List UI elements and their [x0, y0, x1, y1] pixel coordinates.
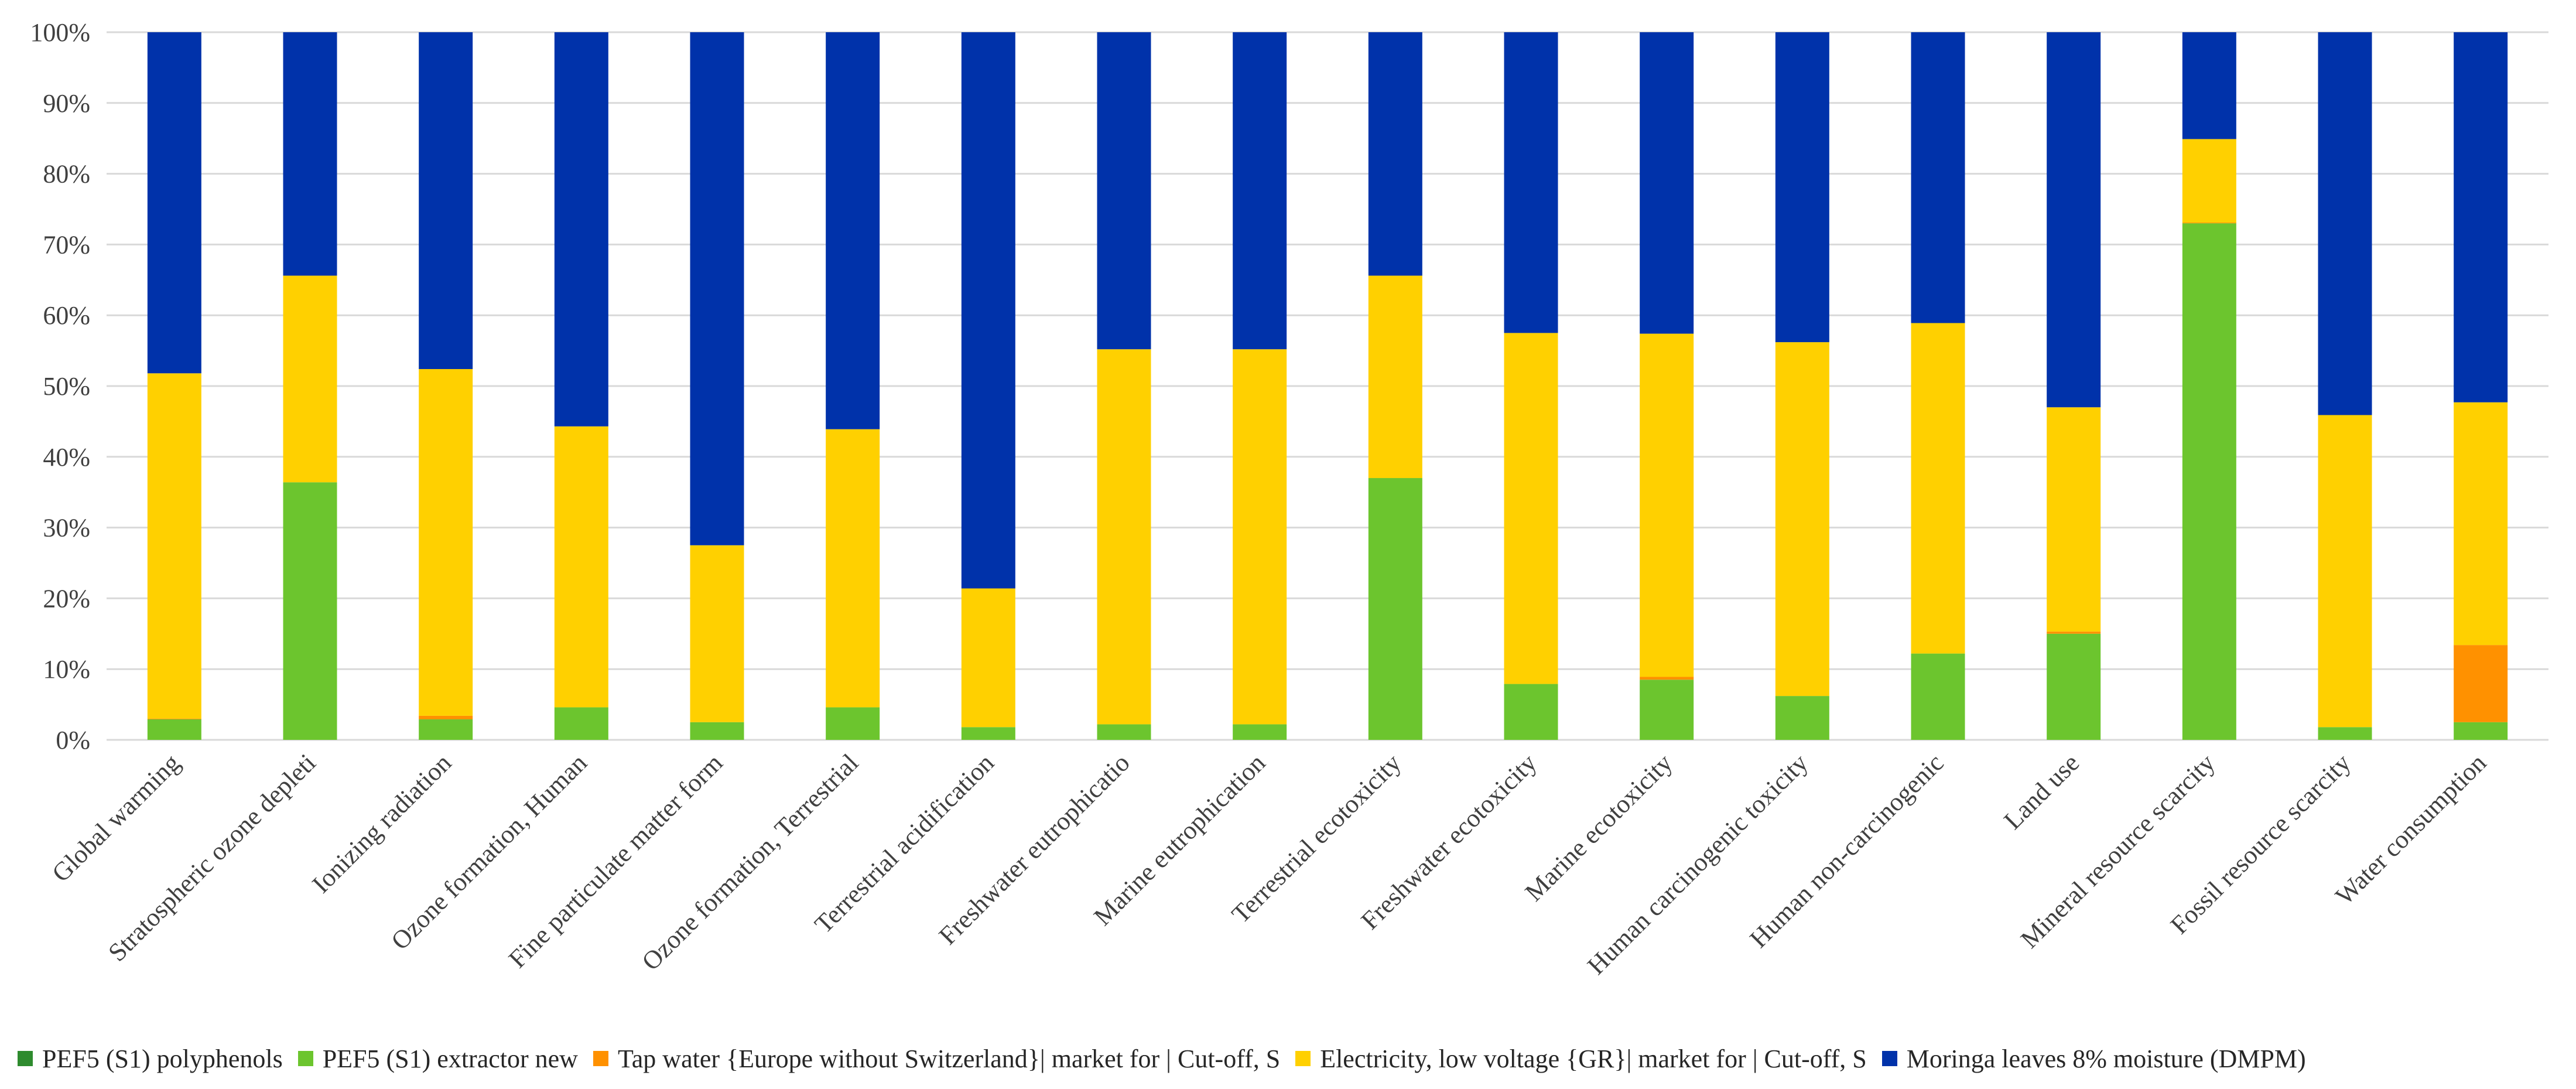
- bar-segment: [961, 727, 1015, 740]
- legend-label: Tap water {Europe without Switzerland}| …: [617, 1044, 1281, 1073]
- bar-segment: [1911, 653, 1965, 740]
- x-tick-label: Human carcinogenic toxicity: [1582, 748, 1814, 980]
- bar-segment: [826, 32, 880, 429]
- bar-segment: [1911, 323, 1965, 654]
- x-tick-label: Global warming: [46, 748, 186, 887]
- bar-segment: [1775, 32, 1829, 343]
- legend-item: Tap water {Europe without Switzerland}| …: [593, 1044, 1280, 1074]
- legend-item: Electricity, low voltage {GR}| market fo…: [1295, 1044, 1867, 1074]
- bar-segment: [1097, 349, 1151, 725]
- bar-segment: [1097, 32, 1151, 350]
- bar-segment: [419, 715, 473, 719]
- bar-segment: [2318, 727, 2372, 740]
- bar-segment: [690, 545, 744, 722]
- grid-lines: [107, 31, 2548, 741]
- legend-label: Electricity, low voltage {GR}| market fo…: [1320, 1044, 1867, 1073]
- bar-segment: [1775, 696, 1829, 740]
- bar-segment: [826, 429, 880, 708]
- bar-stacks: [147, 32, 2508, 740]
- y-tick-label: 10%: [43, 655, 90, 684]
- bar-segment: [419, 719, 473, 740]
- bar-segment: [283, 275, 337, 483]
- x-tick-label: Ionizing radiation: [307, 748, 457, 899]
- legend-item: PEF5 (S1) extractor new: [297, 1044, 578, 1074]
- bar-segment: [147, 32, 201, 374]
- bar-segment: [961, 588, 1015, 728]
- bar-segment: [419, 32, 473, 370]
- legend-label: PEF5 (S1) extractor new: [322, 1044, 578, 1073]
- x-tick-label: Land use: [1998, 748, 2085, 835]
- legend: PEF5 (S1) polyphenols PEF5 (S1) extractor…: [18, 1038, 2571, 1079]
- legend-item: Moringa leaves 8% moisture (DMPM): [1881, 1044, 2306, 1074]
- bar-segment: [554, 32, 608, 426]
- legend-swatch: [593, 1051, 608, 1066]
- bar-segment: [2182, 32, 2236, 139]
- bar-segment: [554, 707, 608, 740]
- bar-segment: [2182, 139, 2236, 223]
- bar-segment: [2318, 32, 2372, 415]
- y-tick-label: 20%: [43, 584, 90, 613]
- bar-segment: [690, 32, 744, 545]
- y-tick-label: 100%: [30, 18, 90, 47]
- x-tick-label: Marine ecotoxicity: [1520, 748, 1678, 907]
- y-tick-label: 90%: [43, 89, 90, 118]
- bar-segment: [1368, 32, 1422, 276]
- legend-swatch: [297, 1051, 313, 1066]
- bar-segment: [1504, 333, 1558, 684]
- bar-segment: [2454, 402, 2508, 646]
- bar-segment: [2318, 415, 2372, 728]
- legend-item: PEF5 (S1) polyphenols: [18, 1044, 283, 1074]
- bar-segment: [2047, 631, 2101, 634]
- bar-segment: [1640, 680, 1694, 740]
- bar-segment: [1640, 32, 1694, 334]
- bar-segment: [2454, 32, 2508, 402]
- bar-segment: [2047, 407, 2101, 632]
- y-tick-label: 60%: [43, 301, 90, 330]
- bar-segment: [1233, 32, 1287, 350]
- y-tick-label: 30%: [43, 514, 90, 542]
- bar-segment: [2182, 223, 2236, 740]
- y-tick-label: 40%: [43, 443, 90, 472]
- bar-segment: [2454, 645, 2508, 722]
- bar-segment: [283, 482, 337, 740]
- x-tick-label: Water consumption: [2330, 748, 2492, 910]
- bar-segment: [147, 719, 201, 740]
- legend-swatch: [18, 1051, 33, 1066]
- bar-segment: [419, 369, 473, 716]
- legend-swatch: [1295, 1051, 1311, 1066]
- legend-label: Moringa leaves 8% moisture (DMPM): [1906, 1044, 2306, 1073]
- bar-segment: [147, 373, 201, 719]
- bar-segment: [826, 707, 880, 740]
- x-tick-label: Ozone formation, Terrestrial: [637, 748, 864, 976]
- bar-segment: [2454, 722, 2508, 740]
- bar-segment: [283, 32, 337, 276]
- bar-segment: [2047, 32, 2101, 408]
- bar-segment: [1233, 349, 1287, 725]
- bar-segment: [690, 722, 744, 740]
- y-tick-label: 50%: [43, 372, 90, 401]
- bar-segment: [2047, 633, 2101, 740]
- bar-segment: [1911, 32, 1965, 323]
- y-tick-label: 0%: [56, 726, 90, 755]
- bar-segment: [961, 32, 1015, 589]
- legend-swatch: [1881, 1051, 1897, 1066]
- bar-segment: [1368, 478, 1422, 740]
- y-tick-label: 80%: [43, 160, 90, 189]
- bar-segment: [1504, 684, 1558, 740]
- legend-label: PEF5 (S1) polyphenols: [42, 1044, 283, 1073]
- bar-segment: [1640, 677, 1694, 680]
- bar-segment: [1368, 275, 1422, 479]
- bar-segment: [1504, 32, 1558, 333]
- y-axis: 0% 10% 20% 30% 40% 50% 60% 70% 80% 90% 100%: [30, 18, 90, 755]
- bar-segment: [554, 426, 608, 708]
- bar-segment: [1097, 724, 1151, 740]
- bar-segment: [1775, 342, 1829, 697]
- bar-segment: [1233, 724, 1287, 740]
- bar-segment: [1640, 333, 1694, 677]
- y-tick-label: 70%: [43, 230, 90, 259]
- x-tick-label: Fine particulate matter form: [503, 748, 728, 974]
